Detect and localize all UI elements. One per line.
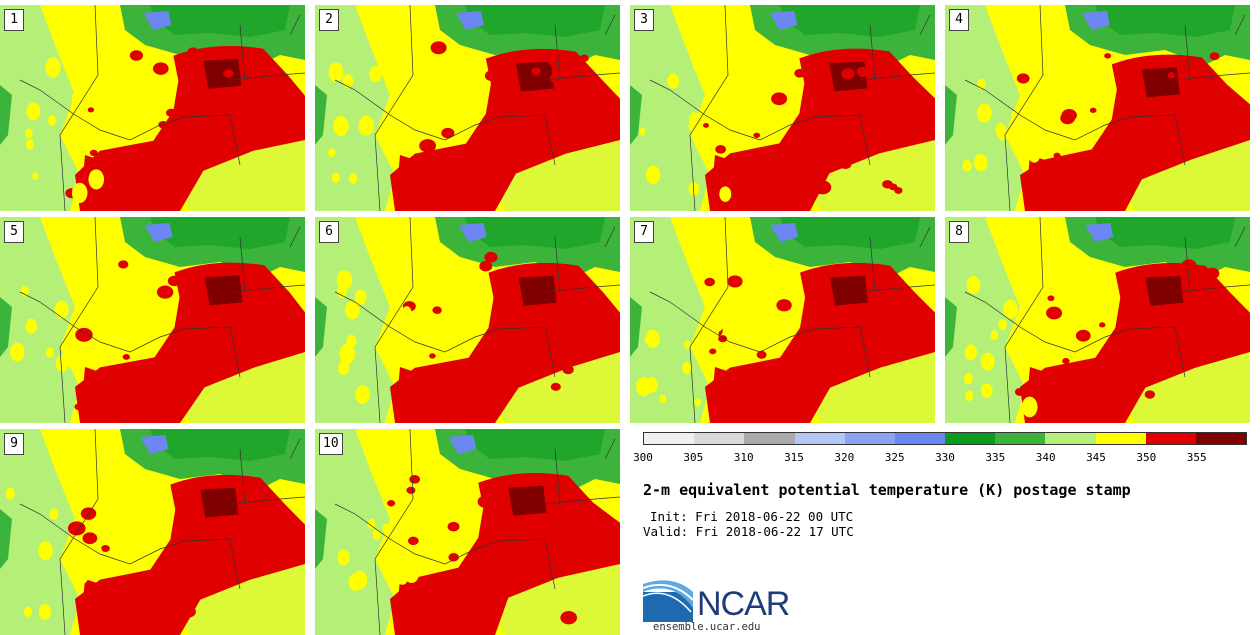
theta-e-map bbox=[315, 429, 620, 635]
colorbar-tick-label: 310 bbox=[733, 451, 754, 464]
theta-e-map bbox=[945, 217, 1250, 423]
colorbar-tick-label: 340 bbox=[1035, 451, 1056, 464]
theta-e-map bbox=[315, 5, 620, 211]
colorbar bbox=[643, 432, 1247, 445]
member-number-label: 6 bbox=[319, 221, 339, 243]
member-number-label: 2 bbox=[319, 9, 339, 31]
colorbar-bin bbox=[744, 433, 795, 444]
colorbar-tick-label: 330 bbox=[935, 451, 955, 464]
member-map-panel: 9 bbox=[0, 429, 305, 635]
theta-e-map bbox=[0, 217, 305, 423]
member-map-panel: 8 bbox=[945, 217, 1250, 423]
member-number-label: 3 bbox=[634, 9, 654, 31]
colorbar-tick-label: 335 bbox=[985, 451, 1006, 464]
theta-e-map bbox=[315, 217, 620, 423]
member-map-panel: 4 bbox=[945, 5, 1250, 211]
colorbar-bin bbox=[1095, 433, 1146, 444]
member-number-label: 5 bbox=[4, 221, 24, 243]
colorbar-tick-label: 345 bbox=[1086, 451, 1106, 464]
member-number-label: 7 bbox=[634, 221, 654, 243]
valid-time: Valid: Fri 2018-06-22 17 UTC bbox=[643, 524, 854, 539]
colorbar-bin bbox=[1145, 433, 1196, 444]
member-number-label: 10 bbox=[319, 433, 343, 455]
colorbar-bin bbox=[1045, 433, 1096, 444]
logo-wordmark: NCAR bbox=[697, 585, 790, 623]
member-map-panel: 5 bbox=[0, 217, 305, 423]
colorbar-tick-label: 355 bbox=[1186, 451, 1207, 464]
colorbar-tick-label: 325 bbox=[884, 451, 905, 464]
colorbar-tick-label: 300 bbox=[633, 451, 653, 464]
member-number-label: 1 bbox=[4, 9, 24, 31]
colorbar-bin bbox=[945, 433, 996, 444]
member-map-panel: 6 bbox=[315, 217, 620, 423]
member-map-panel: 2 bbox=[315, 5, 620, 211]
member-map-panel: 1 bbox=[0, 5, 305, 211]
theta-e-map bbox=[630, 5, 935, 211]
theta-e-map bbox=[945, 5, 1250, 211]
member-map-panel: 10 bbox=[315, 429, 620, 635]
colorbar-bin bbox=[694, 433, 745, 444]
init-time: Init: Fri 2018-06-22 00 UTC bbox=[650, 509, 854, 524]
colorbar-bin bbox=[1195, 433, 1247, 444]
colorbar-bin bbox=[794, 433, 845, 444]
website-url: ensemble.ucar.edu bbox=[653, 621, 761, 633]
theta-e-map bbox=[0, 429, 305, 635]
colorbar-tick-label: 315 bbox=[784, 451, 804, 464]
member-map-panel: 7 bbox=[630, 217, 935, 423]
theta-e-map bbox=[0, 5, 305, 211]
theta-e-map bbox=[630, 217, 935, 423]
colorbar-tick-label: 305 bbox=[683, 451, 704, 464]
colorbar-bin bbox=[844, 433, 895, 444]
figure-title: 2-m equivalent potential temperature (K)… bbox=[643, 481, 1131, 499]
member-map-panel: 3 bbox=[630, 5, 935, 211]
colorbar-bin bbox=[644, 433, 695, 444]
member-number-label: 4 bbox=[949, 9, 969, 31]
colorbar-tick-label: 350 bbox=[1136, 451, 1157, 464]
member-number-label: 9 bbox=[4, 433, 24, 455]
colorbar-bin bbox=[894, 433, 946, 444]
ncar-logo-icon bbox=[643, 580, 694, 622]
member-number-label: 8 bbox=[949, 221, 969, 243]
colorbar-tick-label: 320 bbox=[834, 451, 855, 464]
colorbar-bin bbox=[995, 433, 1046, 444]
